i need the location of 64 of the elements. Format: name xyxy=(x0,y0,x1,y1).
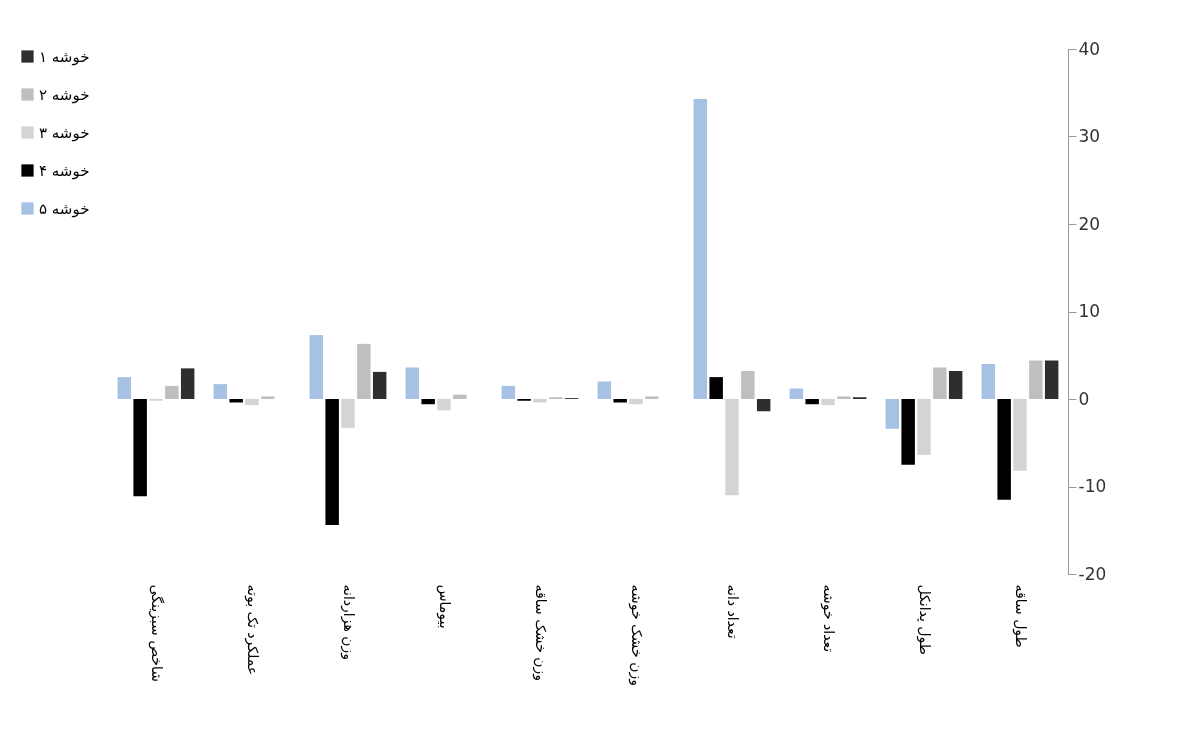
bar xyxy=(693,98,708,399)
bar xyxy=(837,396,851,399)
bar xyxy=(645,396,659,399)
x-tick-label: طول پدانکل xyxy=(916,584,933,655)
bar xyxy=(437,399,451,411)
bar xyxy=(1044,360,1059,399)
y-tick-label: 30 xyxy=(1078,126,1101,146)
bar xyxy=(245,399,259,406)
bar xyxy=(213,384,228,399)
legend-label: خوشه ۴ xyxy=(39,161,90,180)
legend-label: خوشه ۱ xyxy=(39,47,90,66)
bar xyxy=(805,399,819,405)
bar xyxy=(180,368,195,399)
x-tick-label: طول ساقه xyxy=(1012,584,1029,648)
bar xyxy=(629,399,643,405)
bar xyxy=(613,399,627,403)
bar xyxy=(933,367,947,399)
bar xyxy=(917,399,931,455)
bar xyxy=(405,367,420,399)
y-tick-label: -10 xyxy=(1078,476,1107,496)
bar xyxy=(597,381,612,399)
bar xyxy=(885,399,900,429)
bar xyxy=(372,371,387,399)
x-tick-label: عملکرد تک بوته xyxy=(244,584,261,676)
x-tick-label: تعداد دانه xyxy=(725,584,741,639)
bar xyxy=(357,343,371,399)
bar xyxy=(341,399,355,428)
bar xyxy=(741,371,755,399)
x-tick-label: بیوماس xyxy=(436,584,453,629)
bar xyxy=(948,371,963,399)
bar xyxy=(133,399,147,497)
y-tick-label: 40 xyxy=(1078,38,1101,59)
bar xyxy=(789,388,804,399)
bar xyxy=(821,399,835,406)
bar xyxy=(165,385,179,399)
bar xyxy=(533,399,547,403)
bar xyxy=(981,364,996,399)
x-tick-label: تعداد خوشه xyxy=(820,584,837,653)
x-tick-label: وزن خشک ساقه xyxy=(532,584,549,682)
bar xyxy=(725,399,739,496)
bar xyxy=(901,399,915,465)
bar xyxy=(229,399,243,403)
y-tick-label: 20 xyxy=(1078,213,1101,234)
bar xyxy=(453,394,467,399)
legend-label: خوشه ۳ xyxy=(39,123,90,142)
y-tick-label: 10 xyxy=(1078,301,1101,321)
bar xyxy=(997,399,1011,500)
bar xyxy=(709,377,723,399)
bar xyxy=(117,377,132,399)
bar xyxy=(309,335,324,399)
bar xyxy=(325,399,339,525)
legend-label: خوشه ۵ xyxy=(39,199,90,218)
bar xyxy=(421,399,435,405)
x-tick-label: شاخص سبزینگی xyxy=(148,584,165,682)
y-tick-label: 0 xyxy=(1078,388,1090,409)
bar xyxy=(501,385,516,399)
y-tick-label: -20 xyxy=(1078,563,1107,584)
bar xyxy=(1029,360,1043,399)
x-tick-label: وزن خشک خوشه xyxy=(628,584,645,686)
bar xyxy=(261,396,275,399)
bar xyxy=(1013,399,1027,471)
legend-label: خوشه ۲ xyxy=(39,85,90,104)
x-tick-label: وزن هزاردانه xyxy=(340,584,357,661)
bar xyxy=(756,399,771,412)
